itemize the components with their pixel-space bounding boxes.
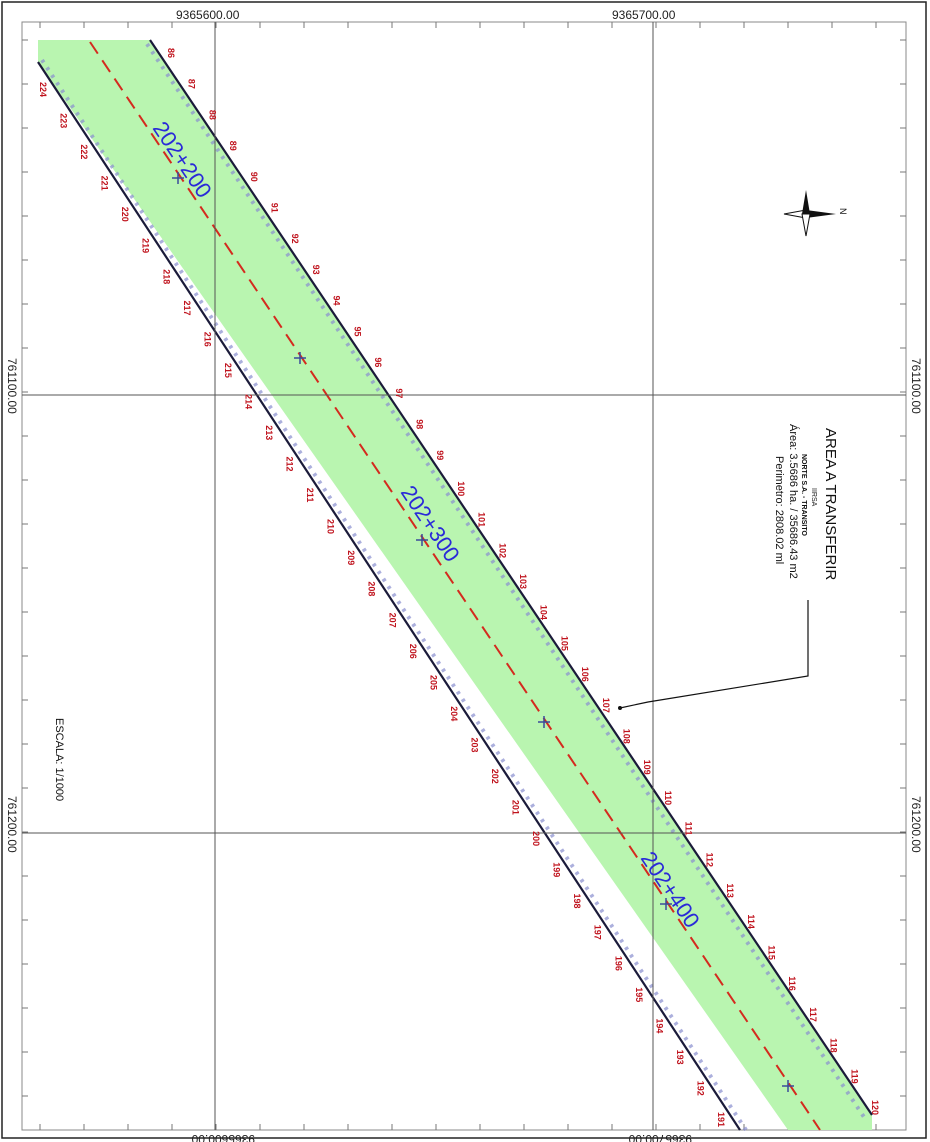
- point-label-222: 222: [79, 144, 89, 159]
- point-label-209: 209: [346, 550, 356, 565]
- point-label-115: 115: [767, 945, 777, 960]
- point-label-202: 202: [490, 769, 500, 784]
- point-label-94: 94: [332, 296, 342, 306]
- corridor-area: [38, 40, 872, 1130]
- point-label-118: 118: [829, 1038, 839, 1053]
- point-label-198: 198: [572, 894, 582, 909]
- point-label-200: 200: [531, 831, 541, 846]
- point-label-199: 199: [552, 862, 562, 877]
- north-label: N: [838, 208, 848, 215]
- point-label-211: 211: [305, 488, 315, 503]
- point-label-90: 90: [249, 172, 259, 182]
- point-label-110: 110: [663, 791, 673, 806]
- centerline: [89, 41, 821, 1131]
- point-label-111: 111: [684, 822, 694, 836]
- scale-label: ESCALA: 1/1000: [53, 718, 65, 801]
- point-label-100: 100: [456, 481, 466, 496]
- point-label-101: 101: [477, 512, 487, 527]
- left-coord-2: 761200.00: [5, 796, 19, 853]
- point-label-214: 214: [244, 394, 254, 409]
- point-label-120: 120: [870, 1100, 880, 1115]
- corridor-left-edge: [37, 61, 741, 1131]
- point-label-93: 93: [311, 265, 321, 275]
- point-label-119: 119: [849, 1069, 859, 1084]
- perimeter-value: Perimetro: 2808.02 ml: [773, 456, 785, 564]
- point-label-99: 99: [435, 450, 445, 460]
- north-arrow-icon: N: [783, 190, 848, 237]
- right-coord-2: 761200.00: [909, 796, 923, 853]
- point-label-108: 108: [622, 729, 632, 744]
- point-label-210: 210: [326, 519, 336, 534]
- area-info-block: AREA A TRANSFERIR IIRSA NORTE S.A. - TRA…: [773, 424, 839, 580]
- leader-end-mark: [618, 706, 622, 710]
- area-title: AREA A TRANSFERIR: [822, 428, 839, 580]
- point-label-201: 201: [511, 800, 521, 815]
- point-label-103: 103: [518, 574, 528, 589]
- point-label-194: 194: [654, 1018, 664, 1033]
- point-label-207: 207: [387, 613, 397, 628]
- point-label-116: 116: [787, 976, 797, 991]
- point-label-117: 117: [808, 1007, 818, 1022]
- point-label-197: 197: [593, 925, 603, 940]
- point-label-95: 95: [352, 327, 362, 337]
- bottom-coord-2: 9365700.00: [628, 1132, 692, 1142]
- point-label-192: 192: [696, 1081, 706, 1096]
- point-label-97: 97: [394, 388, 404, 398]
- area-leader-line: [619, 600, 809, 709]
- area-owner: IIRSA: [810, 488, 817, 507]
- point-label-206: 206: [408, 644, 418, 659]
- right-coord-1: 761100.00: [909, 358, 923, 414]
- point-label-114: 114: [746, 914, 756, 929]
- point-label-212: 212: [285, 457, 295, 472]
- point-label-92: 92: [290, 234, 300, 244]
- point-label-204: 204: [449, 706, 459, 721]
- top-coord-2: 9365700.00: [612, 8, 676, 22]
- point-label-104: 104: [539, 605, 549, 620]
- left-edge-point-labels: 224 223 222 221 220 219 218 217 216 215 214 213 212 2…: [38, 82, 726, 1127]
- point-label-191: 191: [716, 1112, 726, 1127]
- point-label-86: 86: [166, 48, 176, 58]
- area-subtitle: NORTE S.A. - TRANSITO: [800, 454, 807, 536]
- bottom-coord-1: 9365600.00: [191, 1132, 255, 1142]
- point-label-106: 106: [580, 667, 590, 682]
- point-label-193: 193: [675, 1050, 685, 1065]
- point-label-216: 216: [202, 332, 212, 347]
- point-label-195: 195: [634, 987, 644, 1002]
- area-value: Área: 3.5686 ha. / 35686.43 m2: [787, 424, 800, 579]
- left-coord-1: 761100.00: [5, 358, 19, 414]
- point-label-221: 221: [100, 176, 110, 191]
- point-label-91: 91: [270, 203, 280, 213]
- station-marks: [172, 172, 794, 1092]
- point-label-215: 215: [223, 363, 233, 378]
- point-label-196: 196: [613, 956, 623, 971]
- point-label-105: 105: [559, 636, 569, 651]
- inner-frame: [21, 21, 907, 1131]
- point-label-217: 217: [182, 301, 192, 316]
- point-label-89: 89: [228, 141, 238, 151]
- point-label-205: 205: [428, 675, 438, 690]
- point-label-213: 213: [264, 425, 274, 440]
- point-label-88: 88: [207, 110, 217, 120]
- point-label-223: 223: [59, 113, 69, 128]
- point-label-224: 224: [38, 82, 48, 97]
- point-label-203: 203: [470, 738, 480, 753]
- point-label-220: 220: [120, 207, 130, 222]
- point-label-98: 98: [415, 419, 425, 429]
- point-label-112: 112: [704, 853, 714, 868]
- point-label-218: 218: [161, 269, 171, 284]
- point-label-109: 109: [642, 760, 652, 775]
- point-label-208: 208: [367, 581, 377, 596]
- point-label-113: 113: [725, 883, 735, 898]
- point-label-102: 102: [497, 543, 507, 558]
- top-coord-1: 9365600.00: [176, 8, 240, 22]
- point-label-219: 219: [141, 238, 151, 253]
- point-label-87: 87: [187, 79, 197, 89]
- corridor-left-hatch: [40, 58, 748, 1132]
- point-label-107: 107: [601, 698, 611, 713]
- right-edge-point-labels: 86 87 88 89 90 91 92 93 94 95 96 97 98 99 100 101 102 103…: [166, 48, 880, 1115]
- point-label-96: 96: [373, 357, 383, 367]
- corridor-right-edge: [149, 39, 873, 1116]
